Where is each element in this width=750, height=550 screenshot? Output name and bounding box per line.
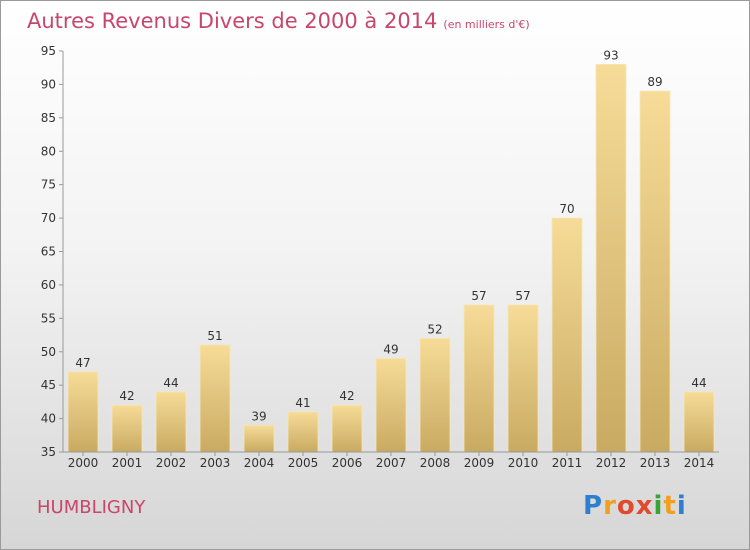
bar-2011 xyxy=(551,217,583,453)
logo-letter: o xyxy=(616,491,636,521)
data-label-2004: 39 xyxy=(251,409,266,423)
bar-2013 xyxy=(639,90,671,453)
bar-2007 xyxy=(375,358,407,453)
bar-2001 xyxy=(111,404,143,453)
y-tick-label: 55 xyxy=(41,311,56,325)
bar-2005 xyxy=(287,411,319,453)
x-tick-label: 2012 xyxy=(596,456,627,470)
chart-subtitle: (en milliers d'€) xyxy=(443,18,530,31)
bar-2010 xyxy=(507,304,539,453)
data-label-2002: 44 xyxy=(163,376,178,390)
data-label-2009: 57 xyxy=(471,289,486,303)
data-label-2011: 70 xyxy=(559,202,574,216)
y-axis: 35 40 45 50 55 60 65 70 75 80 85 90 95 xyxy=(41,44,64,459)
bar-2006 xyxy=(331,404,363,453)
y-tick-label: 70 xyxy=(41,211,56,225)
logo-letter: i xyxy=(676,491,687,521)
data-label-2005: 41 xyxy=(295,396,310,410)
bar-2000 xyxy=(67,371,99,453)
x-tick-label: 2007 xyxy=(376,456,407,470)
y-tick-label: 65 xyxy=(41,245,56,259)
x-tick-label: 2008 xyxy=(420,456,451,470)
logo-letter: x xyxy=(635,491,654,521)
y-tick-label: 50 xyxy=(41,345,56,359)
y-tick-label: 90 xyxy=(41,77,56,91)
x-axis: 2000 2001 2002 2003 2004 2005 2006 2007 2008 2009… xyxy=(63,451,719,470)
data-label-2010: 57 xyxy=(515,289,530,303)
data-label-2014: 44 xyxy=(691,376,706,390)
y-tick-label: 85 xyxy=(41,111,56,125)
data-label-2008: 52 xyxy=(427,322,442,336)
x-tick-label: 2000 xyxy=(68,456,99,470)
data-label-2003: 51 xyxy=(207,329,222,343)
y-tick-label: 35 xyxy=(41,445,56,459)
bar-2009 xyxy=(463,304,495,453)
x-tick-label: 2003 xyxy=(200,456,231,470)
logo-letter: i xyxy=(653,491,664,521)
x-tick-label: 2013 xyxy=(640,456,671,470)
y-tick-label: 45 xyxy=(41,378,56,392)
logo-letter: t xyxy=(663,491,677,521)
y-tick-label: 80 xyxy=(41,144,56,158)
bar-2008 xyxy=(419,337,451,453)
x-tick-label: 2004 xyxy=(244,456,275,470)
x-tick-label: 2009 xyxy=(464,456,495,470)
bar-2004 xyxy=(243,424,275,453)
y-tick-label: 95 xyxy=(41,44,56,58)
x-tick-label: 2001 xyxy=(112,456,143,470)
bar-2003 xyxy=(199,344,231,453)
y-tick-label: 40 xyxy=(41,412,56,426)
y-tick-label: 75 xyxy=(41,178,56,192)
bar-2012 xyxy=(595,63,627,453)
x-tick-label: 2010 xyxy=(508,456,539,470)
proxiti-logo: Proxiti xyxy=(583,491,687,521)
data-label-2000: 47 xyxy=(75,356,90,370)
bar-2014 xyxy=(683,391,715,453)
data-label-2007: 49 xyxy=(383,342,398,356)
data-label-2001: 42 xyxy=(119,389,134,403)
chart-title-text: Autres Revenus Divers de 2000 à 2014 xyxy=(27,9,438,33)
commune-name: HUMBLIGNY xyxy=(37,497,146,518)
data-label-2013: 89 xyxy=(647,75,662,89)
logo-letter: P xyxy=(583,491,604,521)
bar-2002 xyxy=(155,391,187,453)
chart-title: Autres Revenus Divers de 2000 à 2014 (en … xyxy=(27,9,530,33)
x-tick-label: 2011 xyxy=(552,456,583,470)
logo-letter: r xyxy=(603,491,617,521)
x-tick-label: 2005 xyxy=(288,456,319,470)
data-label-2006: 42 xyxy=(339,389,354,403)
y-tick-label: 60 xyxy=(41,278,56,292)
x-tick-label: 2002 xyxy=(156,456,187,470)
x-tick-label: 2006 xyxy=(332,456,363,470)
bars-group: 47 42 44 51 39 41 42 49 52 57 57 70 93 89 44 xyxy=(67,48,715,453)
x-tick-label: 2014 xyxy=(684,456,715,470)
data-label-2012: 93 xyxy=(603,48,618,62)
